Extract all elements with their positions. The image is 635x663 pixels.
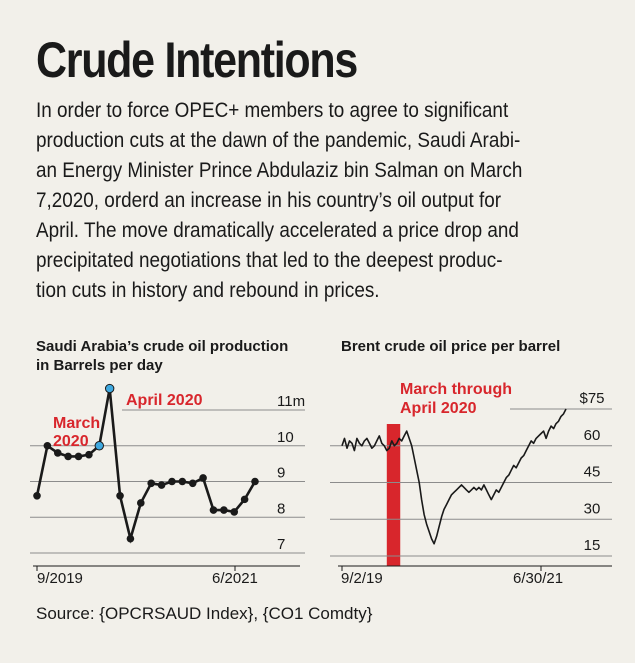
production-data-point: [74, 452, 83, 461]
production-x-start-label: 9/2019: [37, 570, 83, 587]
production-y-tick-label: 8: [277, 500, 285, 517]
production-data-point: [178, 477, 187, 486]
production-data-point: [230, 508, 239, 516]
production-data-point: [137, 499, 145, 507]
march-2020-label: March: [53, 415, 100, 432]
source-note: Source: {OPCRSAUD Index}, {CO1 Comdty}: [36, 604, 373, 623]
body-line: In order to force OPEC+ members to agree…: [36, 99, 509, 122]
body-line: production cuts at the dawn of the pande…: [36, 129, 521, 152]
brent-y-tick-label: 60: [584, 427, 601, 444]
production-data-point: [240, 495, 249, 504]
brent-x-start-label: 9/2/19: [341, 570, 383, 587]
production-chart-title: Saudi Arabia’s crude oil production in B…: [36, 337, 288, 375]
production-y-tick-label: 11m: [277, 393, 305, 410]
brent-y-tick-label: 30: [584, 500, 601, 517]
band-label: March through: [400, 381, 512, 398]
brent-series-line: [341, 408, 567, 545]
body-line: tion cuts in history and rebound in pric…: [36, 279, 380, 302]
production-data-point: [43, 441, 52, 450]
brent-chart-title: Brent crude oil price per barrel: [341, 337, 560, 356]
production-data-point: [251, 477, 259, 486]
production-data-point: [104, 383, 115, 394]
brent-y-tick-label: 15: [584, 537, 601, 554]
march-april-band: [386, 424, 401, 566]
production-data-point: [33, 492, 41, 500]
production-data-point: [188, 479, 197, 488]
production-x-end-label: 6/2021: [212, 570, 258, 587]
production-data-point: [64, 452, 72, 461]
brent-y-tick-label: 45: [584, 464, 601, 481]
production-data-point: [53, 449, 62, 457]
band-label: April 2020: [400, 400, 477, 417]
production-chart-title-line: Saudi Arabia’s crude oil production: [36, 338, 289, 355]
body-text: In order to force OPEC+ members to agree…: [36, 96, 607, 306]
production-data-point: [147, 479, 155, 488]
production-data-point: [157, 481, 166, 489]
production-y-tick-label: 10: [277, 429, 294, 446]
production-data-point: [126, 534, 135, 543]
production-data-point: [168, 477, 176, 486]
production-data-point: [199, 474, 207, 482]
body-line: April. The move dramatically accelerated…: [36, 219, 519, 242]
headline: Crude Intentions: [36, 32, 358, 88]
production-series-line: [35, 388, 257, 544]
production-y-tick-label: 7: [277, 536, 285, 553]
production-data-point: [116, 492, 124, 500]
brent-chart-title-line: Brent crude oil price per barrel: [341, 338, 561, 355]
production-data-point: [94, 441, 104, 451]
production-y-tick-label: 9: [277, 465, 285, 482]
body-line: precipitated negotiations that led to th…: [36, 249, 503, 272]
production-chart-title-line: in Barrels per day: [36, 357, 163, 374]
march-2020-label: 2020: [53, 433, 89, 450]
brent-y-tick-label: $75: [579, 390, 604, 407]
body-line: 7,2020, orderd an increase in his countr…: [36, 189, 502, 212]
production-data-point: [220, 506, 228, 514]
production-data-point: [85, 450, 93, 459]
body-line: an Energy Minister Prince Abdulaziz bin …: [36, 159, 523, 182]
april-2020-label: April 2020: [126, 392, 203, 409]
production-data-point: [209, 506, 218, 514]
brent-x-end-label: 6/30/21: [513, 570, 563, 587]
